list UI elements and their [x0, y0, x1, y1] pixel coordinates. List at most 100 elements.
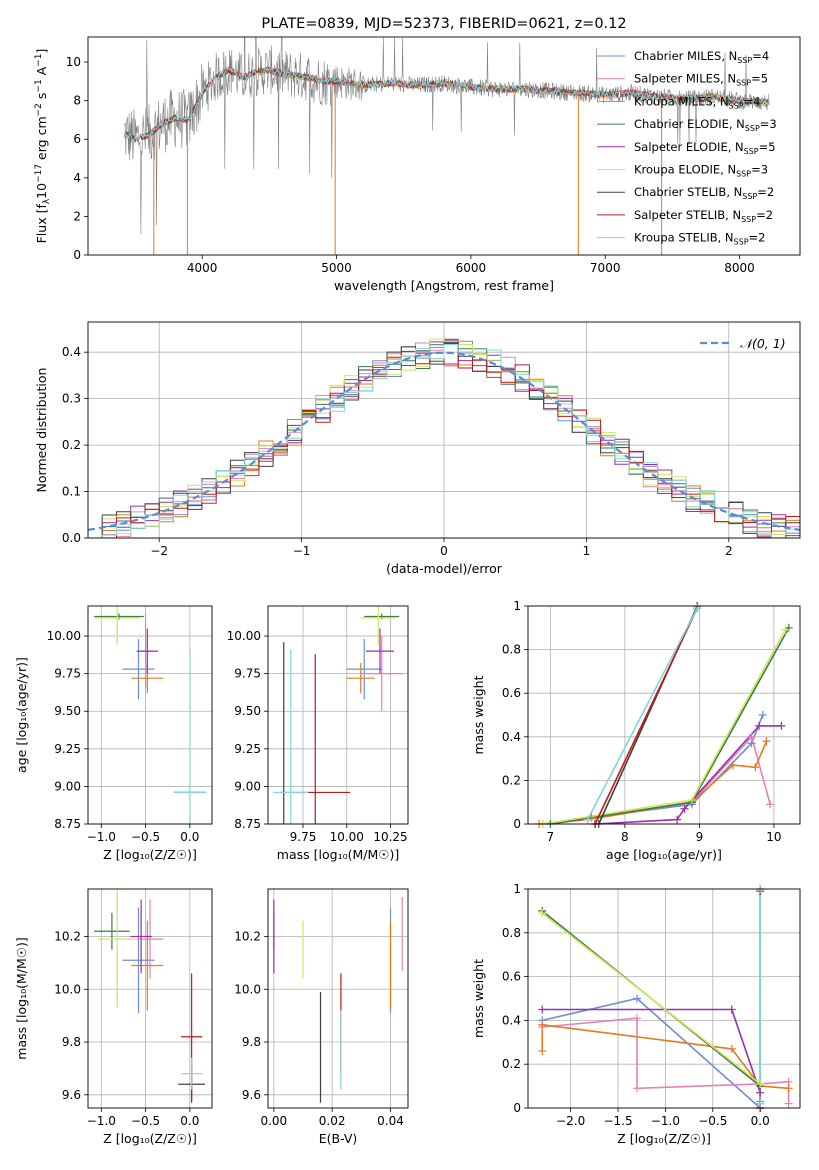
x-tick-label: 6000 [456, 261, 487, 275]
legend-rest: =3 [751, 163, 768, 177]
series-line-kroupa-miles [539, 740, 768, 824]
y-tick-label: 4 [73, 171, 81, 185]
y-label-part: A [34, 66, 49, 79]
axes-frame [87, 888, 213, 1109]
y-tick-label: 0.2 [502, 1057, 521, 1071]
legend-sub: SSP [741, 215, 756, 224]
point-marker-kroupa-stelib [583, 815, 592, 824]
point-marker-salpeter-elodie [680, 804, 689, 813]
axes-frame [87, 605, 213, 825]
point-marker-kroupa-miles [727, 1044, 736, 1053]
y-label-part: ] [34, 49, 49, 54]
x-tick-label: 0.00 [260, 1114, 287, 1128]
axes-frame [87, 321, 801, 539]
y-tick-label: 2 [73, 209, 81, 223]
y-axis-label: mass [log₁₀(M/M☉)] [14, 937, 29, 1059]
y-label-part: −1 [34, 54, 44, 67]
series-line-kroupa-stelib [586, 607, 698, 820]
legend-sub: SSP [736, 79, 751, 88]
y-axis-label: Flux [fλ10−17 erg cm−2 s−1 A−1] [34, 49, 52, 244]
x-tick-label: −1.0 [87, 830, 116, 844]
x-tick-label: −0.5 [698, 1114, 727, 1128]
y-tick-label: 9.6 [62, 1088, 81, 1102]
point-marker-salpeter-elodie [777, 721, 786, 730]
point-marker-kroupa-miles [728, 761, 737, 770]
y-tick-label: 0.0 [62, 531, 81, 545]
legend-name: Kroupa STELIB, N [634, 231, 734, 245]
x-tick-label: 8000 [724, 261, 755, 275]
y-tick-label: 0 [513, 1101, 521, 1115]
legend-sub: SSP [729, 101, 744, 110]
legend-entry: Chabrier ELODIE, NSSP=3 [634, 117, 777, 133]
y-tick-label: 0.2 [502, 773, 521, 787]
plot-area [88, 338, 800, 538]
point-marker-chabrier-elodie [784, 623, 793, 632]
axes-frame [527, 888, 801, 1109]
point-marker-kroupa-stelib [756, 1099, 765, 1108]
panel-residuals: −2 −1 0 1 2 0.0 0.1 0.2 0.3 0.4 (data-model)/error… [34, 321, 801, 576]
legend-entry: Chabrier STELIB, NSSP=2 [634, 185, 774, 201]
y-axis-label: Normed distribution [34, 368, 49, 493]
legend-rest: =4 [752, 49, 769, 63]
x-tick-label: −1.0 [651, 1114, 680, 1128]
data-spectrum-line [124, 37, 770, 235]
x-axis-label: Z [log₁₀(Z/Z☉)] [103, 1131, 197, 1146]
series-line-salpeter-stelib [594, 607, 698, 824]
panel-mass_vs_ebv: 0.00 0.02 0.04 9.6 9.8 10.0 10.2 E(B-V) [234, 888, 409, 1146]
y-label-part: Flux [f [34, 204, 49, 244]
y-label-part: −1 [34, 79, 44, 92]
legend-name: Salpeter STELIB, N [634, 208, 741, 222]
point-marker-salpeter-miles [747, 732, 756, 741]
x-tick-label: 8 [621, 830, 629, 844]
x-axis-label: mass [log₁₀(M/M☉)] [277, 847, 399, 862]
plot-area [539, 606, 790, 824]
legend-name: Chabrier STELIB, N [634, 185, 742, 199]
y-tick-label: 10.00 [227, 629, 261, 643]
y-tick-label: 0.6 [502, 970, 521, 984]
legend-entry: Salpeter STELIB, NSSP=2 [634, 208, 773, 224]
y-tick-label: 1 [513, 599, 521, 613]
point-marker-chabrier-miles [758, 711, 767, 719]
y-axis-label: mass weight [471, 675, 486, 754]
plot-area [94, 606, 206, 824]
y-tick-label: 9.8 [62, 1035, 81, 1049]
y-label-part: s [34, 93, 49, 104]
y-tick-label: 1 [513, 882, 521, 896]
y-tick-label: 0.4 [62, 345, 81, 359]
legend-entry: Kroupa STELIB, NSSP=2 [634, 231, 765, 247]
y-tick-label: 9.25 [234, 742, 261, 756]
point-marker-kroupa-stelib [693, 604, 702, 613]
point-marker-kroupa-elodie [687, 796, 696, 805]
legend-sub: SSP [736, 170, 751, 179]
x-axis-label: Z [log₁₀(Z/Z☉)] [617, 1131, 711, 1146]
model-line-salpeter-stelib [123, 66, 770, 142]
x-tick-label: 4000 [187, 261, 218, 275]
legend-rest: =3 [760, 117, 777, 131]
x-tick-label: 5000 [321, 261, 352, 275]
x-tick-label: 7 [547, 830, 555, 844]
legend-name: Salpeter ELODIE, N [634, 140, 744, 154]
x-tick-label: 0.04 [377, 1114, 404, 1128]
point-marker-salpeter-elodie [756, 1088, 765, 1097]
y-tick-label: 9.75 [234, 667, 261, 681]
x-tick-label: 10.25 [373, 830, 407, 844]
axes-frame [527, 605, 801, 825]
panel-spectrum: 4000 5000 6000 7000 8000 0 2 4 6 8 10 wavelength [A… [34, 16, 801, 293]
legend-name: Kroupa ELODIE, N [634, 163, 736, 177]
legend-rest: =2 [757, 185, 774, 199]
chart-title: PLATE=0839, MJD=52373, FIBERID=0621, z=0… [261, 16, 626, 32]
x-axis-label: age [log₁₀(age/yr)] [606, 847, 722, 862]
y-tick-label: 0 [513, 817, 521, 831]
y-tick-label: 0.3 [62, 392, 81, 406]
y-tick-label: 6 [73, 132, 81, 146]
legend-sub: SSP [745, 124, 760, 133]
point-marker-kroupa-miles [784, 1084, 793, 1093]
panel-weight_vs_Z: −2.0 −1.5 −1.0 −0.5 0.0 0 0.2 0.4 0.6 0.8 1 Z [log₁… [471, 882, 801, 1146]
y-tick-label: 10.0 [54, 982, 81, 996]
axes-frame [267, 888, 409, 1109]
legend-rest: =4 [744, 94, 761, 108]
legend-rest: =5 [759, 140, 776, 154]
x-tick-label: 2 [725, 544, 733, 558]
histogram-salpeter-stelib [88, 343, 800, 538]
